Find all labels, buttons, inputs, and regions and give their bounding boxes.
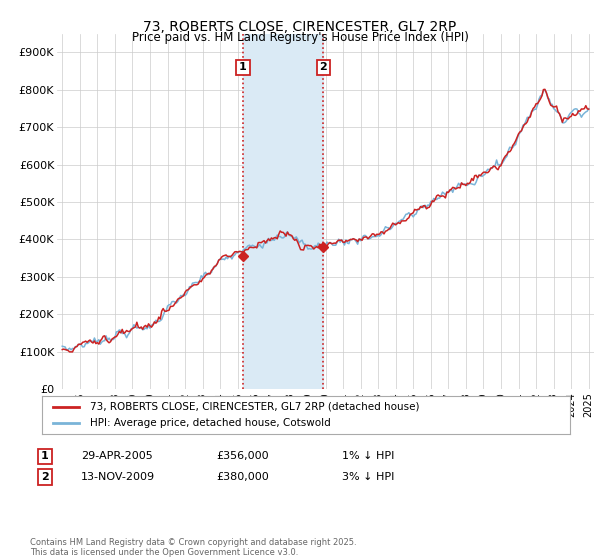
- Text: 73, ROBERTS CLOSE, CIRENCESTER, GL7 2RP: 73, ROBERTS CLOSE, CIRENCESTER, GL7 2RP: [143, 20, 457, 34]
- Text: 3% ↓ HPI: 3% ↓ HPI: [342, 472, 394, 482]
- Text: 73, ROBERTS CLOSE, CIRENCESTER, GL7 2RP (detached house): 73, ROBERTS CLOSE, CIRENCESTER, GL7 2RP …: [89, 402, 419, 412]
- Text: 1% ↓ HPI: 1% ↓ HPI: [342, 451, 394, 461]
- Text: 2: 2: [41, 472, 49, 482]
- Text: £356,000: £356,000: [216, 451, 269, 461]
- Text: Price paid vs. HM Land Registry's House Price Index (HPI): Price paid vs. HM Land Registry's House …: [131, 31, 469, 44]
- Text: 1: 1: [239, 62, 247, 72]
- Text: 2: 2: [319, 62, 327, 72]
- Text: Contains HM Land Registry data © Crown copyright and database right 2025.
This d: Contains HM Land Registry data © Crown c…: [30, 538, 356, 557]
- Bar: [243, 34, 323, 389]
- Text: 13-NOV-2009: 13-NOV-2009: [81, 472, 155, 482]
- Text: 1: 1: [41, 451, 49, 461]
- Text: HPI: Average price, detached house, Cotswold: HPI: Average price, detached house, Cots…: [89, 418, 330, 428]
- Text: £380,000: £380,000: [216, 472, 269, 482]
- Text: 29-APR-2005: 29-APR-2005: [81, 451, 153, 461]
